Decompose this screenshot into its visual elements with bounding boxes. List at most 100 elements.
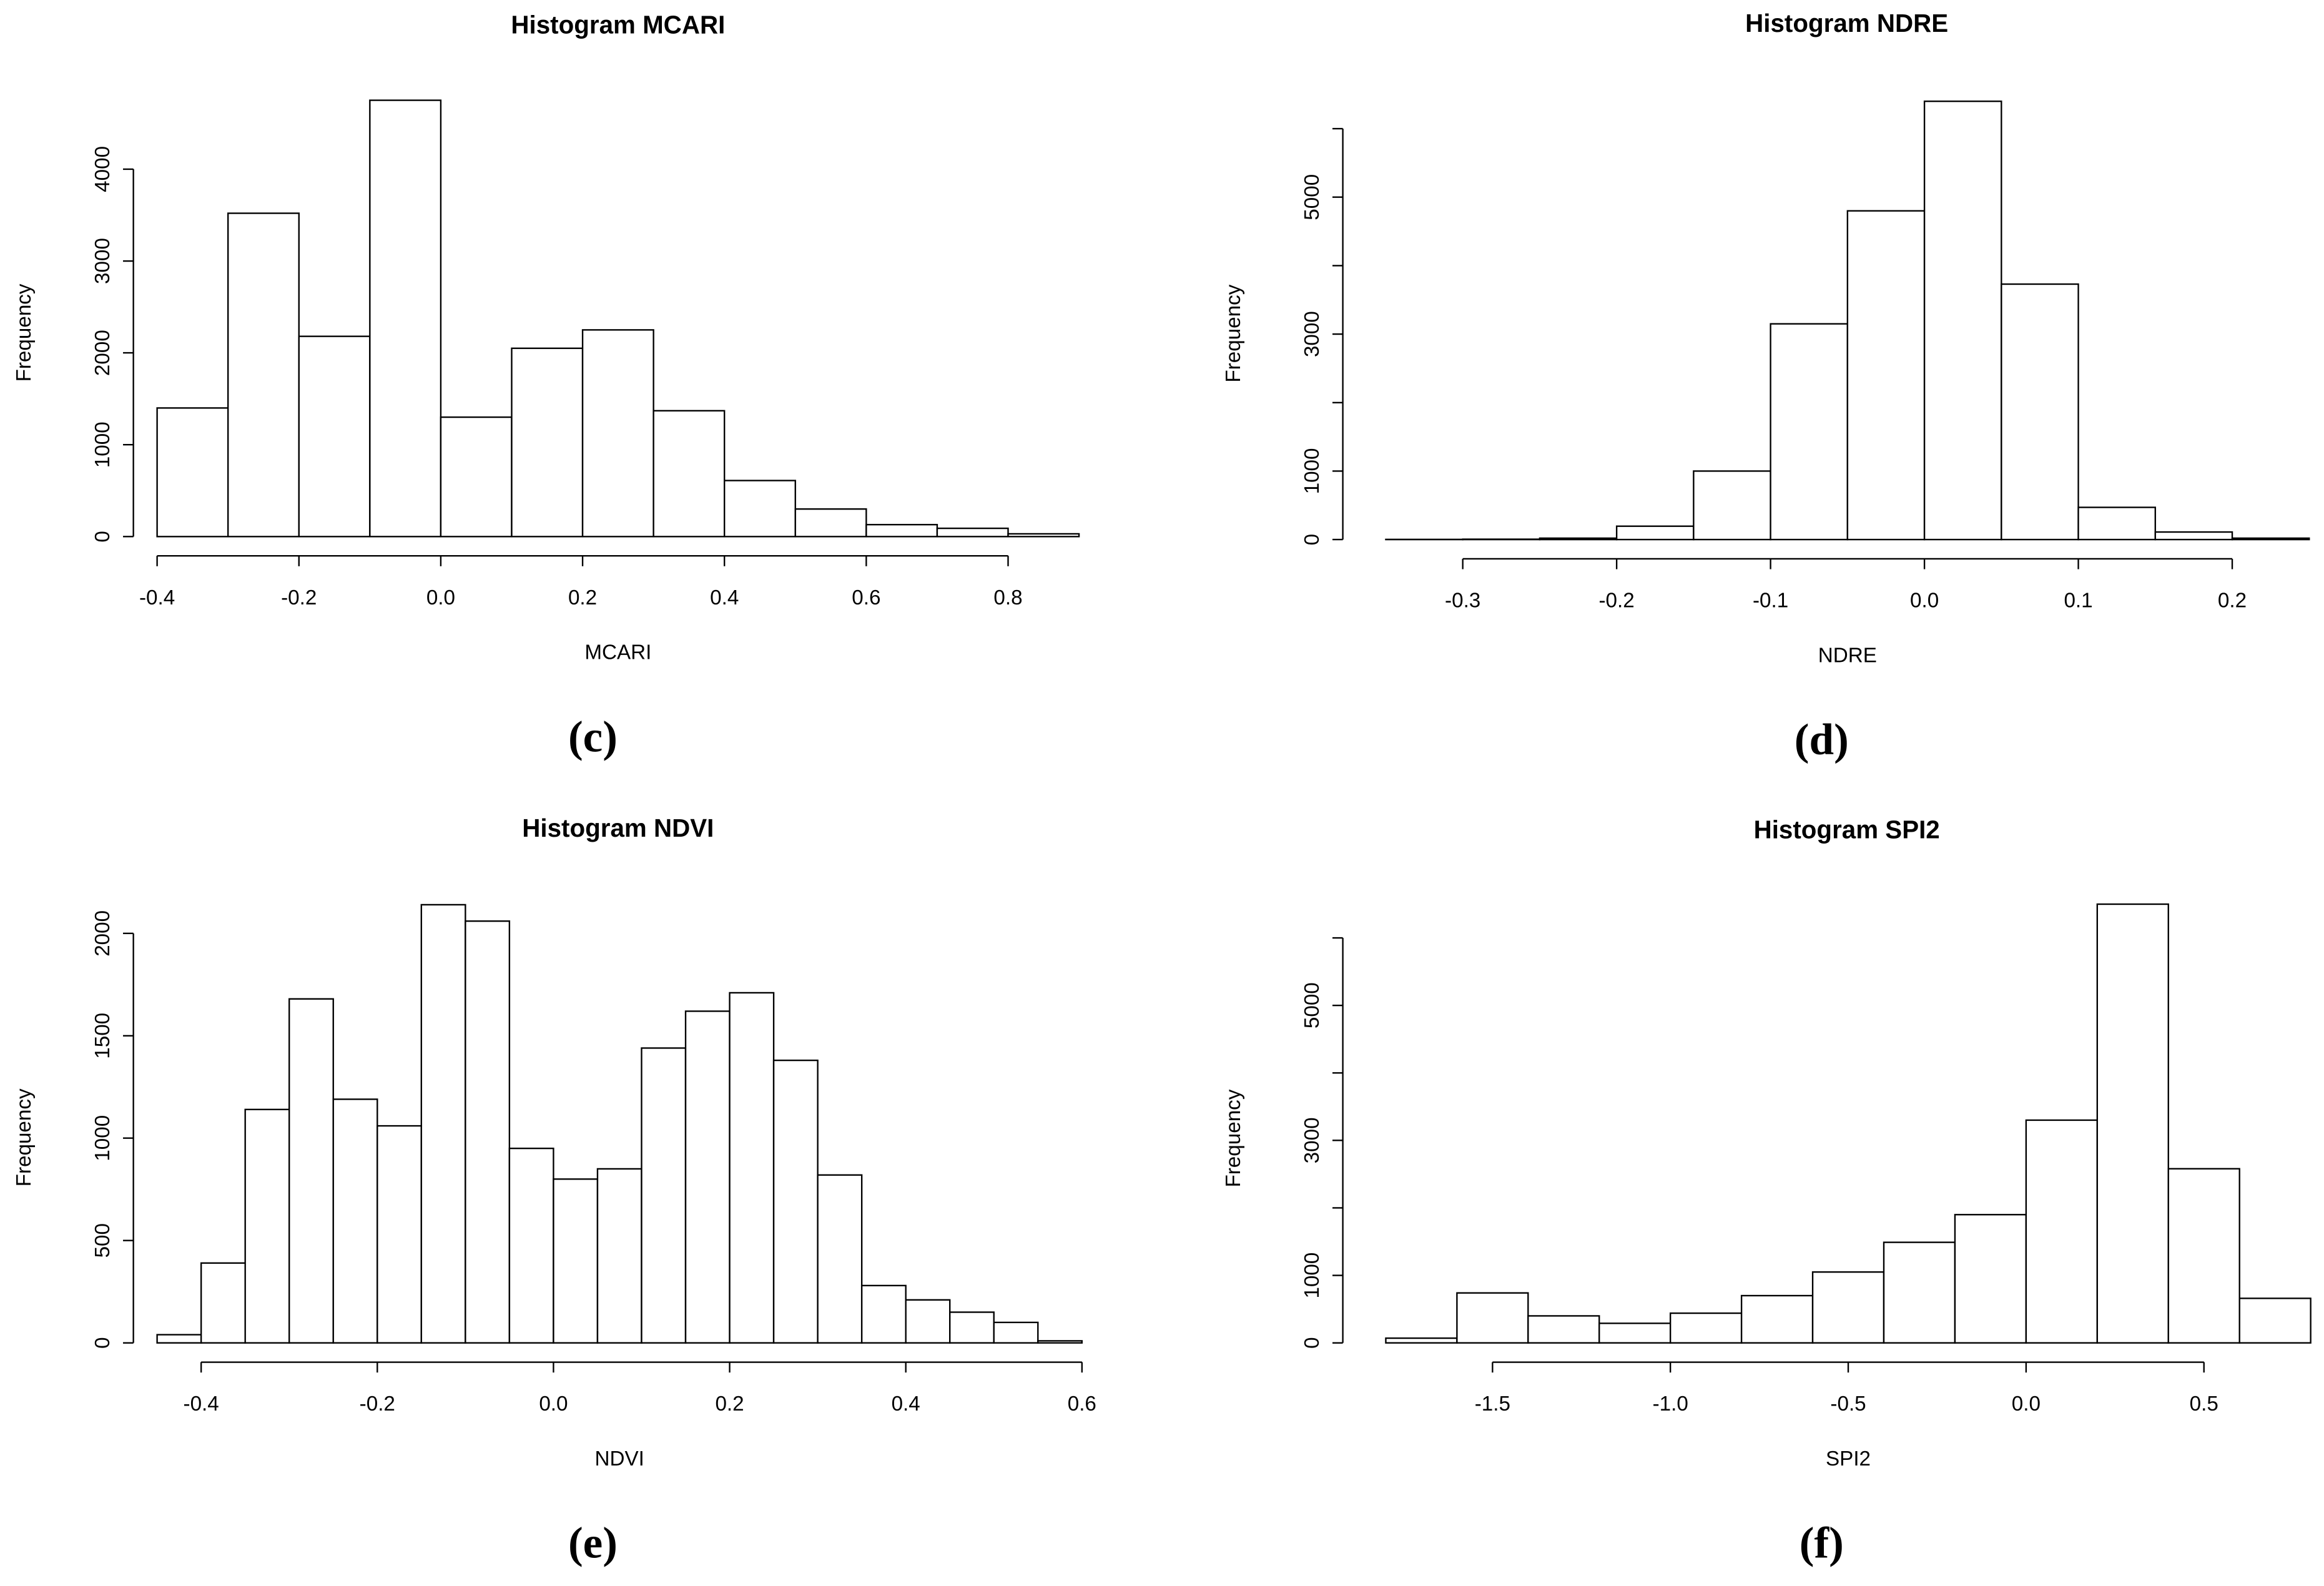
x-tick-label: 0.2 (568, 586, 597, 609)
bar (1385, 1337, 1458, 1344)
bar (905, 1299, 951, 1344)
x-tick-label: -0.1 (1753, 589, 1788, 613)
x-tick-label: 0.6 (852, 586, 880, 609)
y-tick-label: 2000 (91, 330, 114, 376)
bar (729, 992, 775, 1344)
bar (949, 1311, 995, 1344)
x-tick-label: 0.0 (2012, 1392, 2041, 1416)
x-axis-label: SPI2 (1826, 1447, 1871, 1470)
bar (1811, 1271, 1885, 1344)
bar (227, 212, 300, 538)
bar (1923, 101, 2002, 541)
x-axis-label: NDRE (1818, 644, 1877, 667)
bar (1693, 470, 1771, 541)
bar (2154, 531, 2233, 541)
y-axis-label: Frequency (1222, 284, 1245, 382)
bar (993, 1321, 1039, 1344)
chart-title: Histogram NDVI (522, 814, 714, 842)
x-tick-label: -1.0 (1653, 1392, 1688, 1416)
y-tick-label: 2000 (91, 910, 114, 957)
bar (724, 480, 796, 538)
bar (508, 1147, 554, 1344)
bar (581, 329, 654, 538)
bar (377, 1125, 423, 1344)
bar (817, 1174, 863, 1344)
y-tick-label: 4000 (91, 146, 114, 192)
x-axis-label: MCARI (584, 641, 651, 664)
bar (553, 1178, 599, 1344)
y-tick-label: 5000 (1301, 174, 1324, 220)
panel-caption: (d) (1795, 716, 1849, 764)
y-axis-label: Frequency (12, 1088, 36, 1186)
bar (1954, 1214, 2027, 1344)
y-axis-label: Frequency (1222, 1089, 1245, 1187)
y-tick-label: 1000 (1301, 1253, 1324, 1299)
bar (772, 1059, 819, 1344)
x-tick-label: 0.5 (2190, 1392, 2218, 1416)
x-tick-label: 0.2 (2218, 589, 2247, 613)
bar (1615, 525, 1695, 541)
y-axis-label: Frequency (12, 283, 36, 382)
bar (2167, 1168, 2240, 1344)
bar (2025, 1119, 2099, 1344)
x-tick-label: -0.4 (139, 586, 175, 609)
x-tick-label: -0.2 (360, 1392, 395, 1416)
bar (1883, 1241, 1956, 1344)
bar (1007, 533, 1080, 538)
x-tick-label: 0.6 (1068, 1392, 1096, 1416)
y-tick-label: 1000 (1301, 448, 1324, 494)
bar (298, 335, 371, 538)
y-tick-label: 1500 (91, 1013, 114, 1059)
bar (1740, 1294, 1814, 1344)
bar (684, 1010, 731, 1344)
bar (369, 99, 442, 538)
bar (865, 524, 938, 538)
y-tick-label: 1000 (91, 1115, 114, 1161)
x-tick-label: 0.8 (993, 586, 1022, 609)
x-tick-label: -0.3 (1445, 589, 1480, 613)
x-tick-label: -1.5 (1475, 1392, 1510, 1416)
bar (1462, 538, 1541, 541)
y-tick-label: 0 (1301, 1337, 1324, 1348)
bar (1598, 1322, 1672, 1344)
y-tick-label: 3000 (1301, 311, 1324, 357)
bar (465, 920, 511, 1344)
chart-title: Histogram SPI2 (1754, 815, 1940, 844)
bar (641, 1047, 687, 1344)
x-tick-label: -0.2 (1599, 589, 1635, 613)
chart-title: Histogram MCARI (511, 10, 725, 39)
y-tick-label: 1000 (91, 421, 114, 468)
bar (596, 1168, 643, 1344)
x-tick-label: 0.2 (715, 1392, 744, 1416)
bar (288, 998, 334, 1344)
bar (860, 1284, 907, 1344)
bar (2096, 903, 2169, 1344)
bar (2231, 537, 2310, 541)
bar (440, 416, 513, 538)
panel-caption: (f) (1800, 1519, 1844, 1568)
bar (1539, 537, 1618, 541)
bar (1770, 323, 1849, 541)
bar (1670, 1312, 1743, 1344)
x-tick-label: 0.4 (892, 1392, 920, 1416)
x-tick-label: 0.1 (2064, 589, 2092, 613)
bar (2238, 1298, 2312, 1344)
bar (794, 508, 867, 538)
bar (200, 1262, 246, 1344)
bar (244, 1108, 290, 1344)
bar (420, 904, 466, 1344)
x-tick-label: -0.4 (184, 1392, 219, 1416)
x-axis-label: NDVI (595, 1447, 644, 1470)
bar (652, 410, 726, 538)
bar (156, 407, 229, 538)
x-tick-label: -0.5 (1830, 1392, 1866, 1416)
y-tick-label: 5000 (1301, 982, 1324, 1028)
y-tick-label: 3000 (1301, 1117, 1324, 1163)
x-tick-label: 0.0 (1910, 589, 1939, 613)
bar (511, 347, 584, 538)
bar (1456, 1292, 1529, 1344)
chart-title: Histogram NDRE (1745, 9, 1948, 37)
panel-caption: (c) (568, 712, 618, 761)
